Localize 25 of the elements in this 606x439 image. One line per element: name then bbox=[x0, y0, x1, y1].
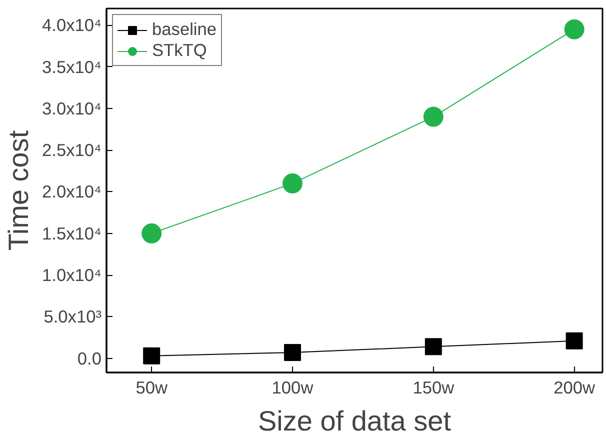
y-tick-label: 1.5x10⁴ bbox=[42, 223, 102, 244]
point bbox=[564, 19, 584, 40]
y-tick-label: 2.0x10⁴ bbox=[42, 182, 102, 202]
legend-label: baseline bbox=[152, 19, 217, 40]
point bbox=[142, 223, 162, 244]
y-tick-label: 0.0 bbox=[77, 348, 102, 368]
y-tick-label: 5.0x10³ bbox=[44, 306, 102, 327]
point bbox=[423, 106, 444, 127]
point bbox=[143, 347, 160, 364]
y-axis-title: Time cost bbox=[3, 130, 34, 251]
y-tick-label: 1.0x10⁴ bbox=[42, 265, 102, 286]
x-axis-title: Size of data set bbox=[258, 406, 452, 436]
point bbox=[566, 332, 583, 350]
point bbox=[284, 344, 301, 362]
legend-label: STkTQ bbox=[152, 40, 207, 61]
x-tick-label: 100w bbox=[272, 378, 314, 398]
y-tick-label: 2.5x10⁴ bbox=[42, 140, 102, 160]
x-tick-label: 150w bbox=[412, 378, 455, 398]
y-tick-label: 4.0x10⁴ bbox=[42, 15, 102, 36]
y-tick-label: 3.0x10⁴ bbox=[42, 98, 102, 118]
x-tick-label: 50w bbox=[136, 378, 168, 398]
x-tick-label: 200w bbox=[554, 378, 596, 398]
y-tick-label: 3.5x10⁴ bbox=[42, 56, 102, 77]
point bbox=[424, 338, 442, 356]
point bbox=[282, 173, 302, 194]
